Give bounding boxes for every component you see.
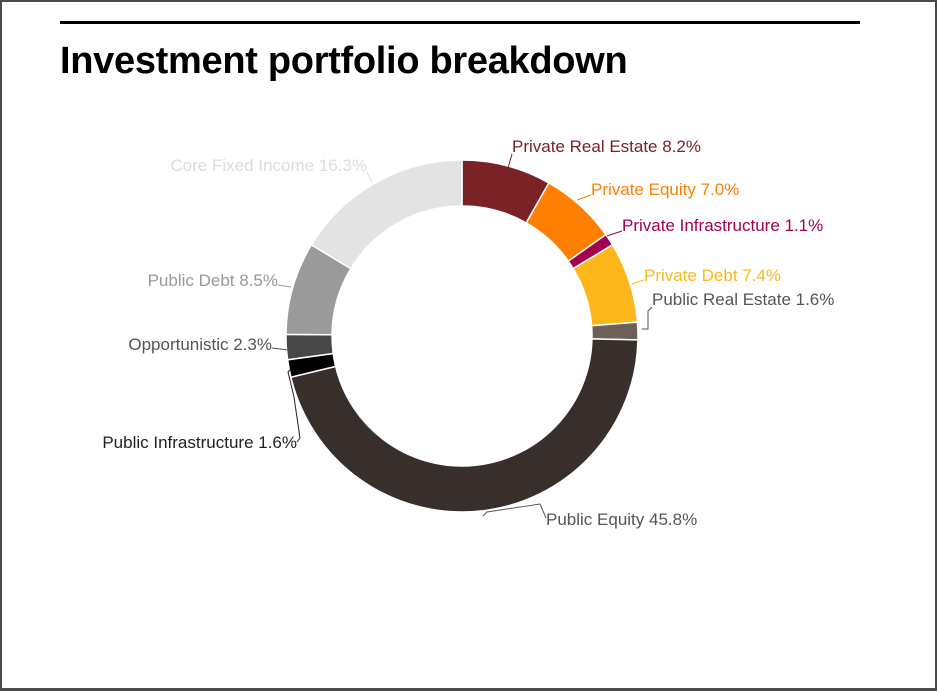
- label-opportunistic: Opportunistic 2.3%: [128, 335, 272, 354]
- title-rule: [60, 21, 860, 24]
- leader-private-real-estate: [507, 153, 513, 173]
- leader-private-infrastructure: [606, 230, 623, 237]
- slice-public-equity: [289, 338, 639, 513]
- slice-core-fixed-income: [310, 159, 463, 270]
- leader-lines: [271, 153, 653, 519]
- donut-slices: [285, 159, 639, 513]
- label-private-debt: Private Debt 7.4%: [644, 266, 781, 285]
- chart-title: Investment portfolio breakdown: [60, 40, 628, 82]
- leader-public-equity: [482, 503, 547, 519]
- label-public-debt: Public Debt 8.5%: [148, 271, 278, 290]
- label-private-real-estate: Private Real Estate 8.2%: [512, 137, 701, 156]
- label-private-infrastructure: Private Infrastructure 1.1%: [622, 216, 823, 235]
- label-core-fixed-income: Core Fixed Income 16.3%: [170, 156, 367, 175]
- leader-public-debt: [277, 284, 292, 288]
- leader-public-infrastructure: [287, 368, 301, 443]
- slice-public-real-estate: [590, 321, 639, 341]
- leader-private-debt: [631, 279, 645, 285]
- slice-labels: Private Real Estate 8.2% Private Equity 7…: [102, 137, 834, 529]
- label-public-real-estate: Public Real Estate 1.6%: [652, 290, 834, 309]
- leader-opportunistic: [271, 347, 289, 351]
- leader-core-fixed-income: [366, 171, 373, 183]
- label-private-equity: Private Equity 7.0%: [591, 180, 739, 199]
- label-public-infrastructure: Public Infrastructure 1.6%: [102, 433, 297, 452]
- leader-private-equity: [576, 194, 592, 201]
- label-public-equity: Public Equity 45.8%: [546, 510, 697, 529]
- leader-public-real-estate: [642, 306, 653, 330]
